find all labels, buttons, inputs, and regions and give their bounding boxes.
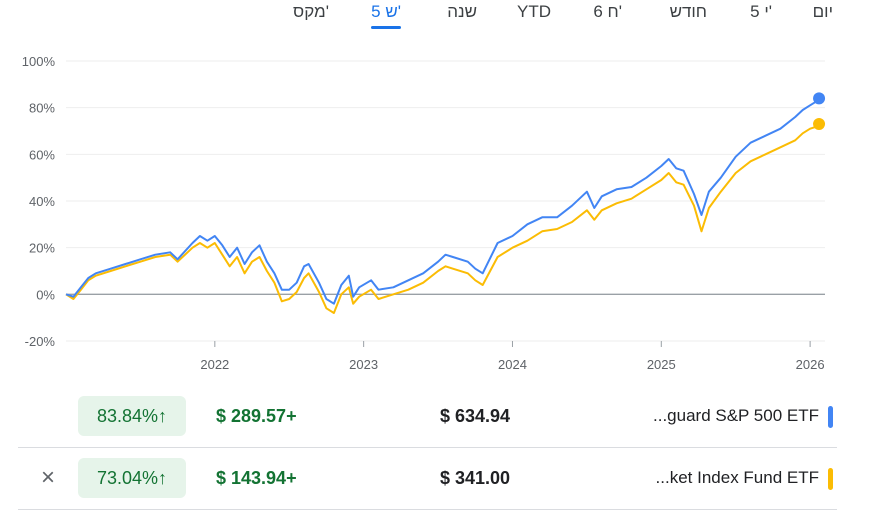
tab-6-months[interactable]: 6 ח' [593,2,622,21]
tab-5-years[interactable]: 5 ש' [371,2,401,29]
y-tick-label: -20% [25,334,56,349]
tab-max[interactable]: מקס' [293,2,329,21]
percent-change-badge: 73.04%↑ [78,458,186,498]
percent-change-badge: 83.84%↑ [78,396,186,436]
x-tick-label: 2023 [349,357,378,372]
series-color-swatch [828,468,833,490]
fund-name[interactable]: ...guard S&P 500 ETF [653,406,819,425]
series-end-marker [813,118,826,130]
row-divider [18,509,837,510]
price-change: $ 143.94+ [216,468,297,488]
y-tick-label: 20% [29,241,55,256]
tab-5-days[interactable]: 5 י' [750,2,772,21]
price-change: $ 289.57+ [216,406,297,426]
fund-row-yellow: × 73.04%↑ $ 143.94+ $ 341.00 ...ket Inde… [0,448,877,510]
tab-day[interactable]: יום [812,2,833,21]
y-tick-label: 80% [29,101,55,116]
y-tick-label: 0% [36,287,55,302]
series-line [65,123,820,314]
performance-chart: 100% 80% 60% 40% 20% 0% -20% 2022 2023 2024 2025 20… [22,54,826,372]
x-tick-label: 2022 [200,357,229,372]
price: $ 634.94 [440,406,511,426]
series-line [65,97,820,305]
price: $ 341.00 [440,468,511,488]
tab-year[interactable]: שנה [447,2,477,21]
fund-name[interactable]: ...ket Index Fund ETF [655,468,819,487]
fund-row-blue: 83.84%↑ $ 289.57+ $ 634.94 ...guard S&P … [0,386,877,448]
series-end-marker [813,92,826,105]
x-tick-label: 2024 [498,357,527,372]
tab-month[interactable]: חודש [669,2,707,21]
x-tick-label: 2025 [647,357,676,372]
x-tick-label: 2026 [796,357,825,372]
close-icon[interactable]: × [40,464,55,491]
row-divider [18,447,837,448]
y-tick-label: 100% [22,54,56,69]
series-color-swatch [828,406,833,428]
active-tab-underline [371,26,401,29]
y-tick-label: 60% [29,147,55,162]
y-tick-label: 40% [29,194,55,209]
tab-ytd[interactable]: YTD [517,2,551,21]
range-tabs: יום 5 י' חודש 6 ח' YTD שנה 5 ש' מקס' [0,0,877,34]
tab-5-years-label: 5 ש' [371,2,401,21]
